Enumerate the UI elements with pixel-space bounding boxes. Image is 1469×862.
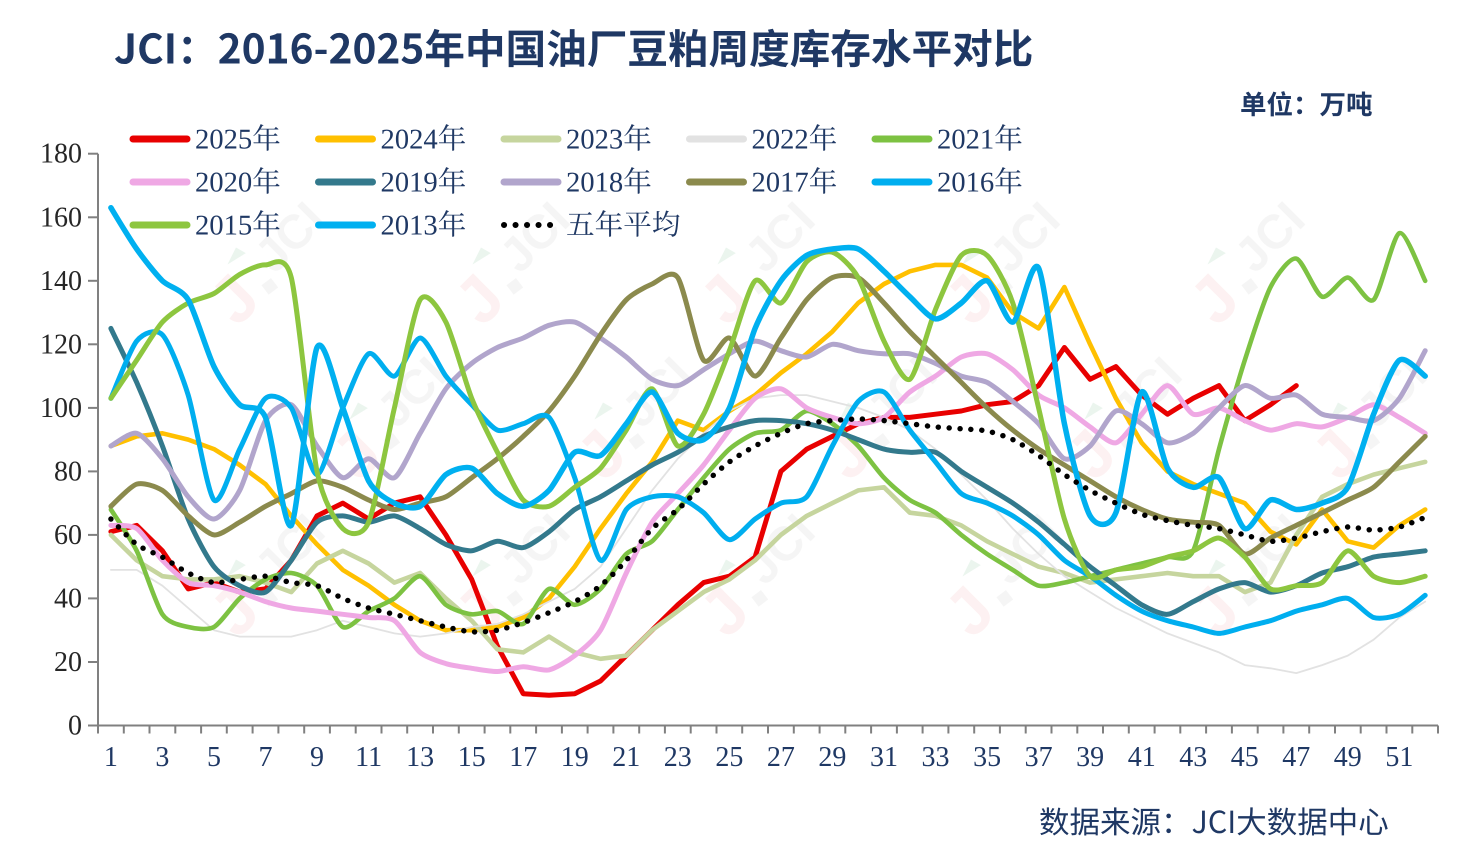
svg-text:45: 45 xyxy=(1231,742,1259,773)
svg-text:9: 9 xyxy=(310,742,324,773)
svg-text:13: 13 xyxy=(406,742,434,773)
svg-text:100: 100 xyxy=(40,393,82,424)
svg-text:7: 7 xyxy=(259,742,273,773)
svg-text:120: 120 xyxy=(40,329,82,360)
svg-text:47: 47 xyxy=(1282,742,1310,773)
svg-text:5: 5 xyxy=(207,742,221,773)
svg-text:31: 31 xyxy=(870,742,898,773)
svg-text:20: 20 xyxy=(54,647,82,678)
svg-text:49: 49 xyxy=(1334,742,1362,773)
svg-text:33: 33 xyxy=(922,742,950,773)
svg-text:11: 11 xyxy=(355,742,382,773)
svg-text:27: 27 xyxy=(767,742,795,773)
svg-text:40: 40 xyxy=(54,583,82,614)
svg-text:35: 35 xyxy=(973,742,1001,773)
svg-text:25: 25 xyxy=(715,742,743,773)
svg-text:17: 17 xyxy=(509,742,537,773)
svg-text:160: 160 xyxy=(40,202,82,233)
svg-text:43: 43 xyxy=(1179,742,1207,773)
svg-text:51: 51 xyxy=(1385,742,1413,773)
svg-text:1: 1 xyxy=(104,742,118,773)
svg-text:23: 23 xyxy=(664,742,692,773)
svg-text:140: 140 xyxy=(40,266,82,297)
svg-text:60: 60 xyxy=(54,520,82,551)
svg-text:15: 15 xyxy=(458,742,486,773)
svg-text:19: 19 xyxy=(561,742,589,773)
svg-text:3: 3 xyxy=(155,742,169,773)
svg-text:29: 29 xyxy=(818,742,846,773)
svg-text:21: 21 xyxy=(612,742,640,773)
svg-text:80: 80 xyxy=(54,456,82,487)
svg-text:0: 0 xyxy=(68,711,82,742)
svg-text:180: 180 xyxy=(40,139,82,170)
svg-text:39: 39 xyxy=(1076,742,1104,773)
svg-text:41: 41 xyxy=(1128,742,1156,773)
svg-text:37: 37 xyxy=(1025,742,1053,773)
